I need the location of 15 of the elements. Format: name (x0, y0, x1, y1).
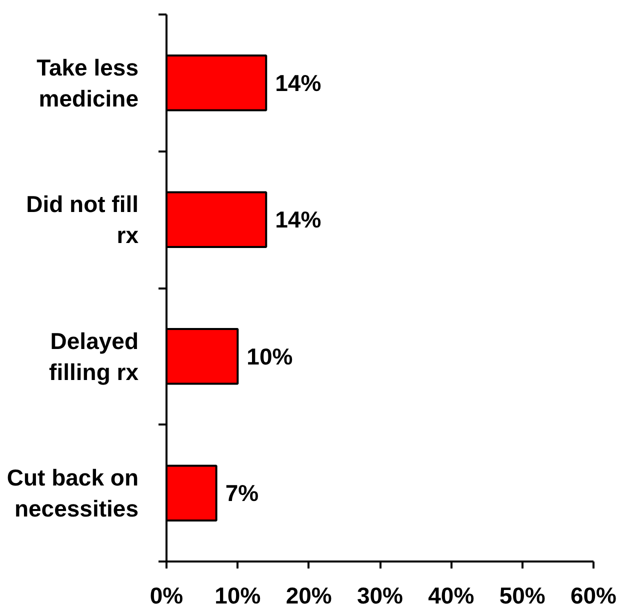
data-label: 14% (275, 206, 322, 233)
x-tick-label: 20% (286, 582, 332, 608)
y-tick-label: Delayed filling rx (49, 328, 139, 385)
x-tick-label: 10% (214, 582, 261, 608)
x-tick-label: 30% (356, 582, 404, 608)
data-label: 7% (225, 480, 259, 506)
x-tick-label: 60% (570, 582, 617, 608)
x-tick-label: 40% (428, 582, 474, 608)
y-tick-label: Did not fill rx (26, 191, 139, 248)
data-label: 10% (246, 343, 293, 370)
y-tick-label: Take less medicine (36, 54, 139, 112)
y-tick-label: Cut back on necessities (6, 464, 139, 522)
x-tick-label: 50% (499, 582, 546, 608)
data-label: 14% (275, 70, 322, 96)
x-tick-label: 0% (150, 582, 184, 608)
